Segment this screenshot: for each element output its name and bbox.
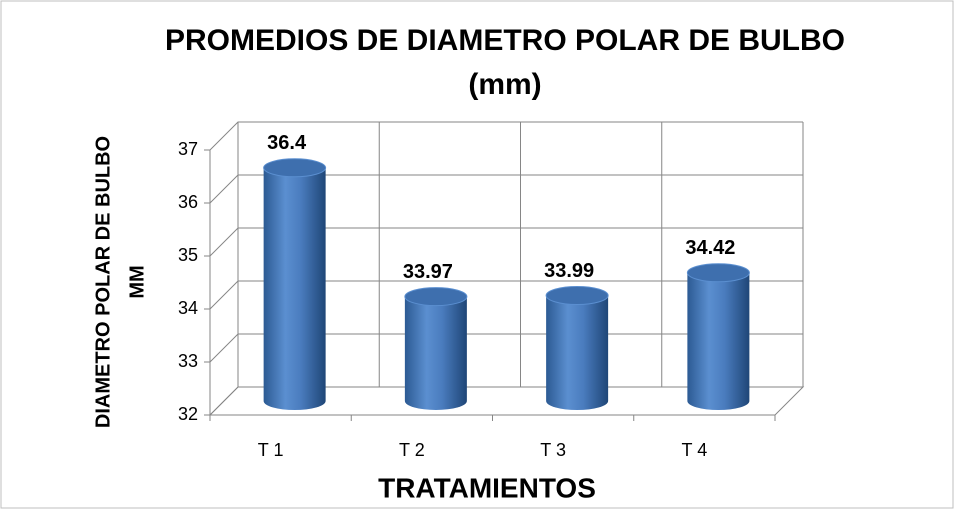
data-label: 33.97: [403, 261, 453, 283]
bar: [263, 158, 327, 410]
bar-body: [687, 272, 750, 410]
bar-body: [404, 296, 467, 410]
y-axis-label-line: DIAMETRO POLAR DE BULBO: [92, 136, 114, 428]
data-label: 34.42: [685, 237, 735, 259]
y-tick-label: 33: [178, 351, 198, 371]
bar-top: [686, 263, 750, 283]
grid-line: [209, 333, 803, 363]
bar-top: [545, 286, 609, 306]
x-axis-label: TRATAMIENTOS: [378, 472, 596, 503]
x-tick-label: T 2: [399, 440, 425, 460]
bar-top: [263, 158, 327, 178]
y-tick-label: 36: [178, 192, 198, 212]
y-axis-label: DIAMETRO POLAR DE BULBO MM: [92, 136, 148, 428]
grid-line: [209, 121, 803, 151]
y-axis-label-line: MM: [126, 265, 148, 298]
bar: [686, 263, 750, 410]
x-tick-label: T 3: [540, 440, 566, 460]
bar: [404, 287, 468, 410]
bar-body: [263, 167, 326, 410]
bar-body: [546, 295, 609, 410]
chart-title: PROMEDIOS DE DIAMETRO POLAR DE BULBO: [165, 24, 845, 57]
x-tick-label: T 4: [682, 440, 708, 460]
x-tick-label: T 1: [258, 440, 284, 460]
bar-top: [404, 287, 468, 307]
grid-line: [209, 227, 803, 257]
y-tick-label: 32: [178, 404, 198, 424]
y-tick-label: 34: [178, 298, 198, 318]
y-tick-label: 37: [178, 139, 198, 159]
grid-line: [209, 174, 803, 204]
bar: [545, 286, 609, 410]
chart-title: (mm): [468, 68, 541, 101]
y-tick-label: 35: [178, 245, 198, 265]
data-label: 36.4: [267, 132, 307, 154]
grid-line: [209, 386, 803, 416]
data-label: 33.99: [544, 260, 594, 282]
grid-line: [209, 280, 803, 310]
